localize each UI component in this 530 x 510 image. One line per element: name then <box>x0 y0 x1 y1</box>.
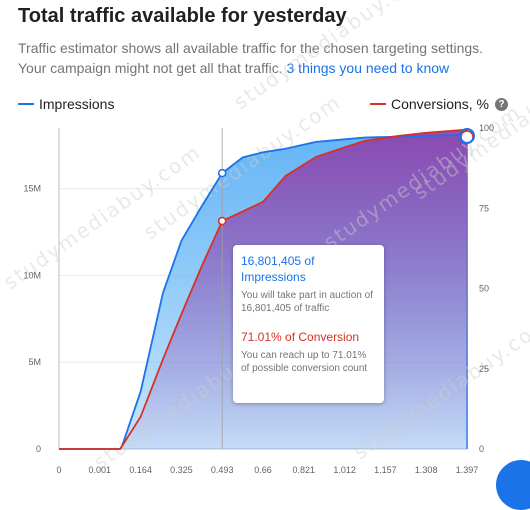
x-tick-label: 0.66 <box>254 465 272 475</box>
tooltip-impressions-text: You will take part in auction of 16,801,… <box>241 290 373 314</box>
x-tick-label: 1.157 <box>374 465 397 475</box>
y2-tick-label: 25 <box>479 364 489 374</box>
y2-tick-label: 50 <box>479 284 489 294</box>
x-tick-label: 0.325 <box>170 465 193 475</box>
description-line1: Traffic estimator shows all available tr… <box>18 40 484 56</box>
impressions-swatch <box>18 103 34 105</box>
x-tick-label: 1.308 <box>415 465 438 475</box>
x-tick-label: 0 <box>56 465 61 475</box>
conversions-line <box>59 128 468 450</box>
description-line2: Your campaign might not get all that tra… <box>18 60 287 76</box>
tooltip-conversions-title: 71.01% of Conversion <box>241 330 360 344</box>
x-tick-label: 0.493 <box>211 465 234 475</box>
x-tick-label: 1.012 <box>333 465 356 475</box>
legend-conversions[interactable]: Conversions, % ? <box>369 96 508 112</box>
legend-impressions[interactable]: Impressions <box>18 96 114 112</box>
tooltip-impressions-title: 16,801,405 of Impressions <box>241 254 315 284</box>
description: Traffic estimator shows all available tr… <box>18 38 518 78</box>
y2-tick-label: 75 <box>479 203 489 213</box>
traffic-chart[interactable]: studymediabuy.comstudymediabuy.comstudym… <box>0 0 530 482</box>
legend-impressions-label: Impressions <box>39 96 115 112</box>
conversions-highlight-point <box>217 216 227 226</box>
conversions-swatch <box>369 103 386 105</box>
x-tick-label: 0.821 <box>293 465 316 475</box>
y2-tick-label: 100 <box>479 123 494 133</box>
things-to-know-link[interactable]: 3 things you need to know <box>286 60 450 76</box>
chart-tooltip: 16,801,405 of Impressions You will take … <box>233 245 384 403</box>
page-title: Total traffic available for yesterday <box>18 5 347 27</box>
y-tick-label: 10M <box>23 270 41 280</box>
watermark-text: studymediabuy.com <box>409 50 530 205</box>
impressions-highlight-point <box>217 168 227 178</box>
x-tick-label: 1.397 <box>456 465 479 475</box>
range-handle <box>459 127 475 144</box>
tooltip-conversions-text: You can reach up to 71.01% of possible c… <box>241 350 368 374</box>
y-tick-label: 5M <box>28 357 41 367</box>
help-icon[interactable]: ? <box>495 97 508 111</box>
x-tick-label: 0.001 <box>89 465 112 475</box>
y-tick-label: 15M <box>23 184 41 194</box>
x-tick-label: 0.164 <box>129 465 152 475</box>
y-tick-label: 0 <box>36 444 41 454</box>
y2-tick-label: 0 <box>479 444 484 454</box>
legend-conversions-label: Conversions, % <box>390 96 489 112</box>
